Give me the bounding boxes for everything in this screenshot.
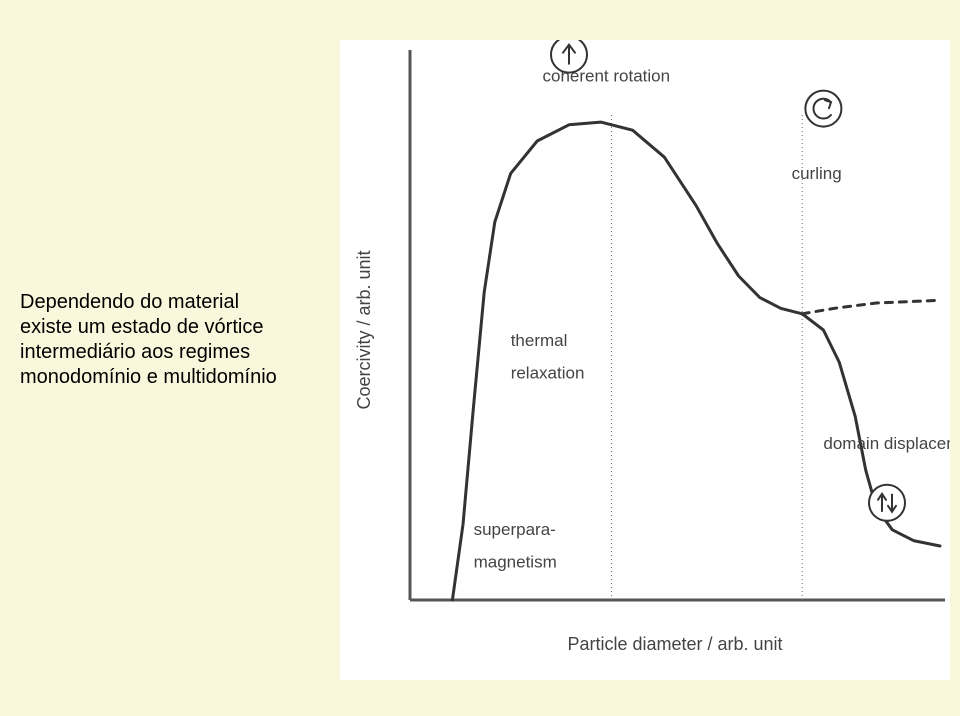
caption-line: intermediário aos regimes [20, 340, 320, 365]
annotation-superpara_l2: magnetism [474, 553, 557, 572]
annotation-thermal_relax_l2: relaxation [511, 364, 585, 383]
annotation-domain_disp: domain displacement [823, 434, 950, 453]
coherent-rotation-icon [551, 40, 587, 73]
caption-line: Dependendo do material [20, 290, 320, 315]
caption-line: existe um estado de vórtice [20, 315, 320, 340]
caption-line: monodomínio e multidomínio [20, 365, 320, 390]
annotation-curling: curling [792, 164, 842, 183]
x-axis-label: Particle diameter / arb. unit [567, 634, 782, 654]
coercivity-chart: 3874coherent rotationcurlingthermalrelax… [340, 40, 950, 680]
curling-icon [805, 91, 841, 127]
domain-displacement-icon [869, 485, 905, 521]
annotation-thermal_relax_l1: thermal [511, 331, 568, 350]
annotation-superpara_l1: superpara- [474, 520, 556, 539]
y-axis-label: Coercivity / arb. unit [354, 250, 374, 409]
caption-text: Dependendo do materialexiste um estado d… [20, 290, 320, 390]
